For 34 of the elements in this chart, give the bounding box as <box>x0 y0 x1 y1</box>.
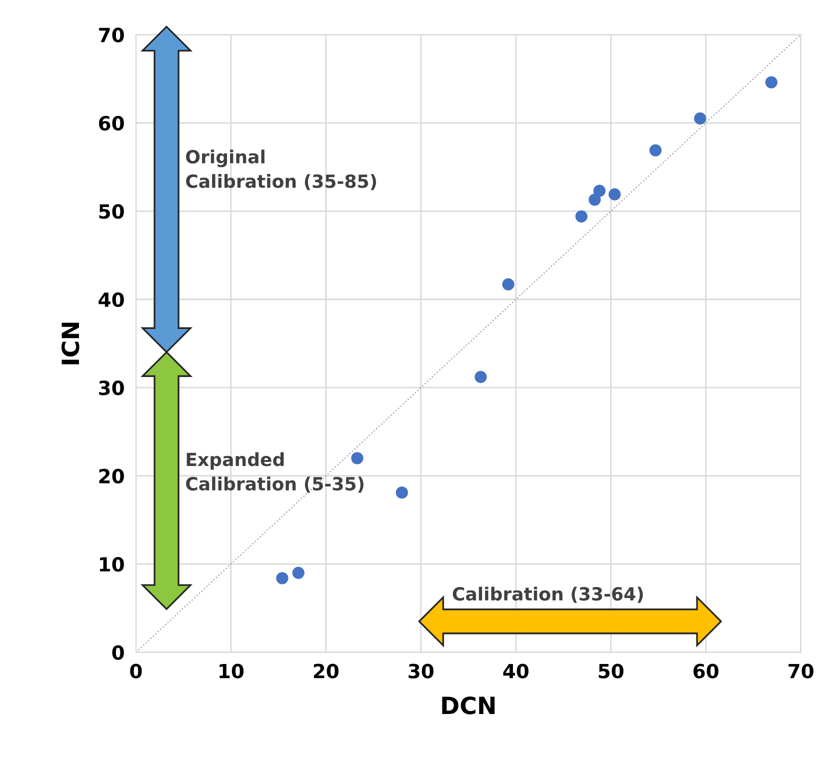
x-tick-label: 20 <box>314 664 339 678</box>
point <box>765 76 778 88</box>
point <box>351 452 364 464</box>
point <box>396 486 408 499</box>
point <box>588 194 601 206</box>
x-axis-title: DCN <box>442 696 495 714</box>
x-tick-label: 30 <box>408 664 434 678</box>
point <box>593 184 606 197</box>
x-tick-label: 10 <box>220 664 244 678</box>
y-tick-label: 40 <box>98 292 124 308</box>
point <box>276 572 288 584</box>
point <box>608 188 621 200</box>
annotation: Original Calibration (35-85) <box>186 150 376 190</box>
y-tick-label: 70 <box>99 28 124 42</box>
y-tick-label: 30 <box>99 380 124 396</box>
y-tick-label: 10 <box>100 556 124 572</box>
y-tick-label: 0 <box>112 645 124 660</box>
x-tick-label: 50 <box>598 664 624 678</box>
y-tick-label: 20 <box>99 468 124 484</box>
x-tick-label: 60 <box>694 664 718 678</box>
point <box>649 144 662 156</box>
point <box>575 210 588 223</box>
annotation: Calibration (33-64) <box>452 586 643 603</box>
y-tick-label: 60 <box>98 116 124 131</box>
x-tick-label: 70 <box>788 664 814 678</box>
y-axis-title: ICN <box>61 322 80 364</box>
x-tick-label: 40 <box>503 664 528 678</box>
y-tick-label: 50 <box>99 204 124 219</box>
point <box>694 112 706 125</box>
x-tick-label: 0 <box>130 664 142 678</box>
annotation: Expanded Calibration (5-35) <box>186 452 364 493</box>
point <box>502 278 514 290</box>
point <box>292 566 304 579</box>
point <box>474 370 487 384</box>
